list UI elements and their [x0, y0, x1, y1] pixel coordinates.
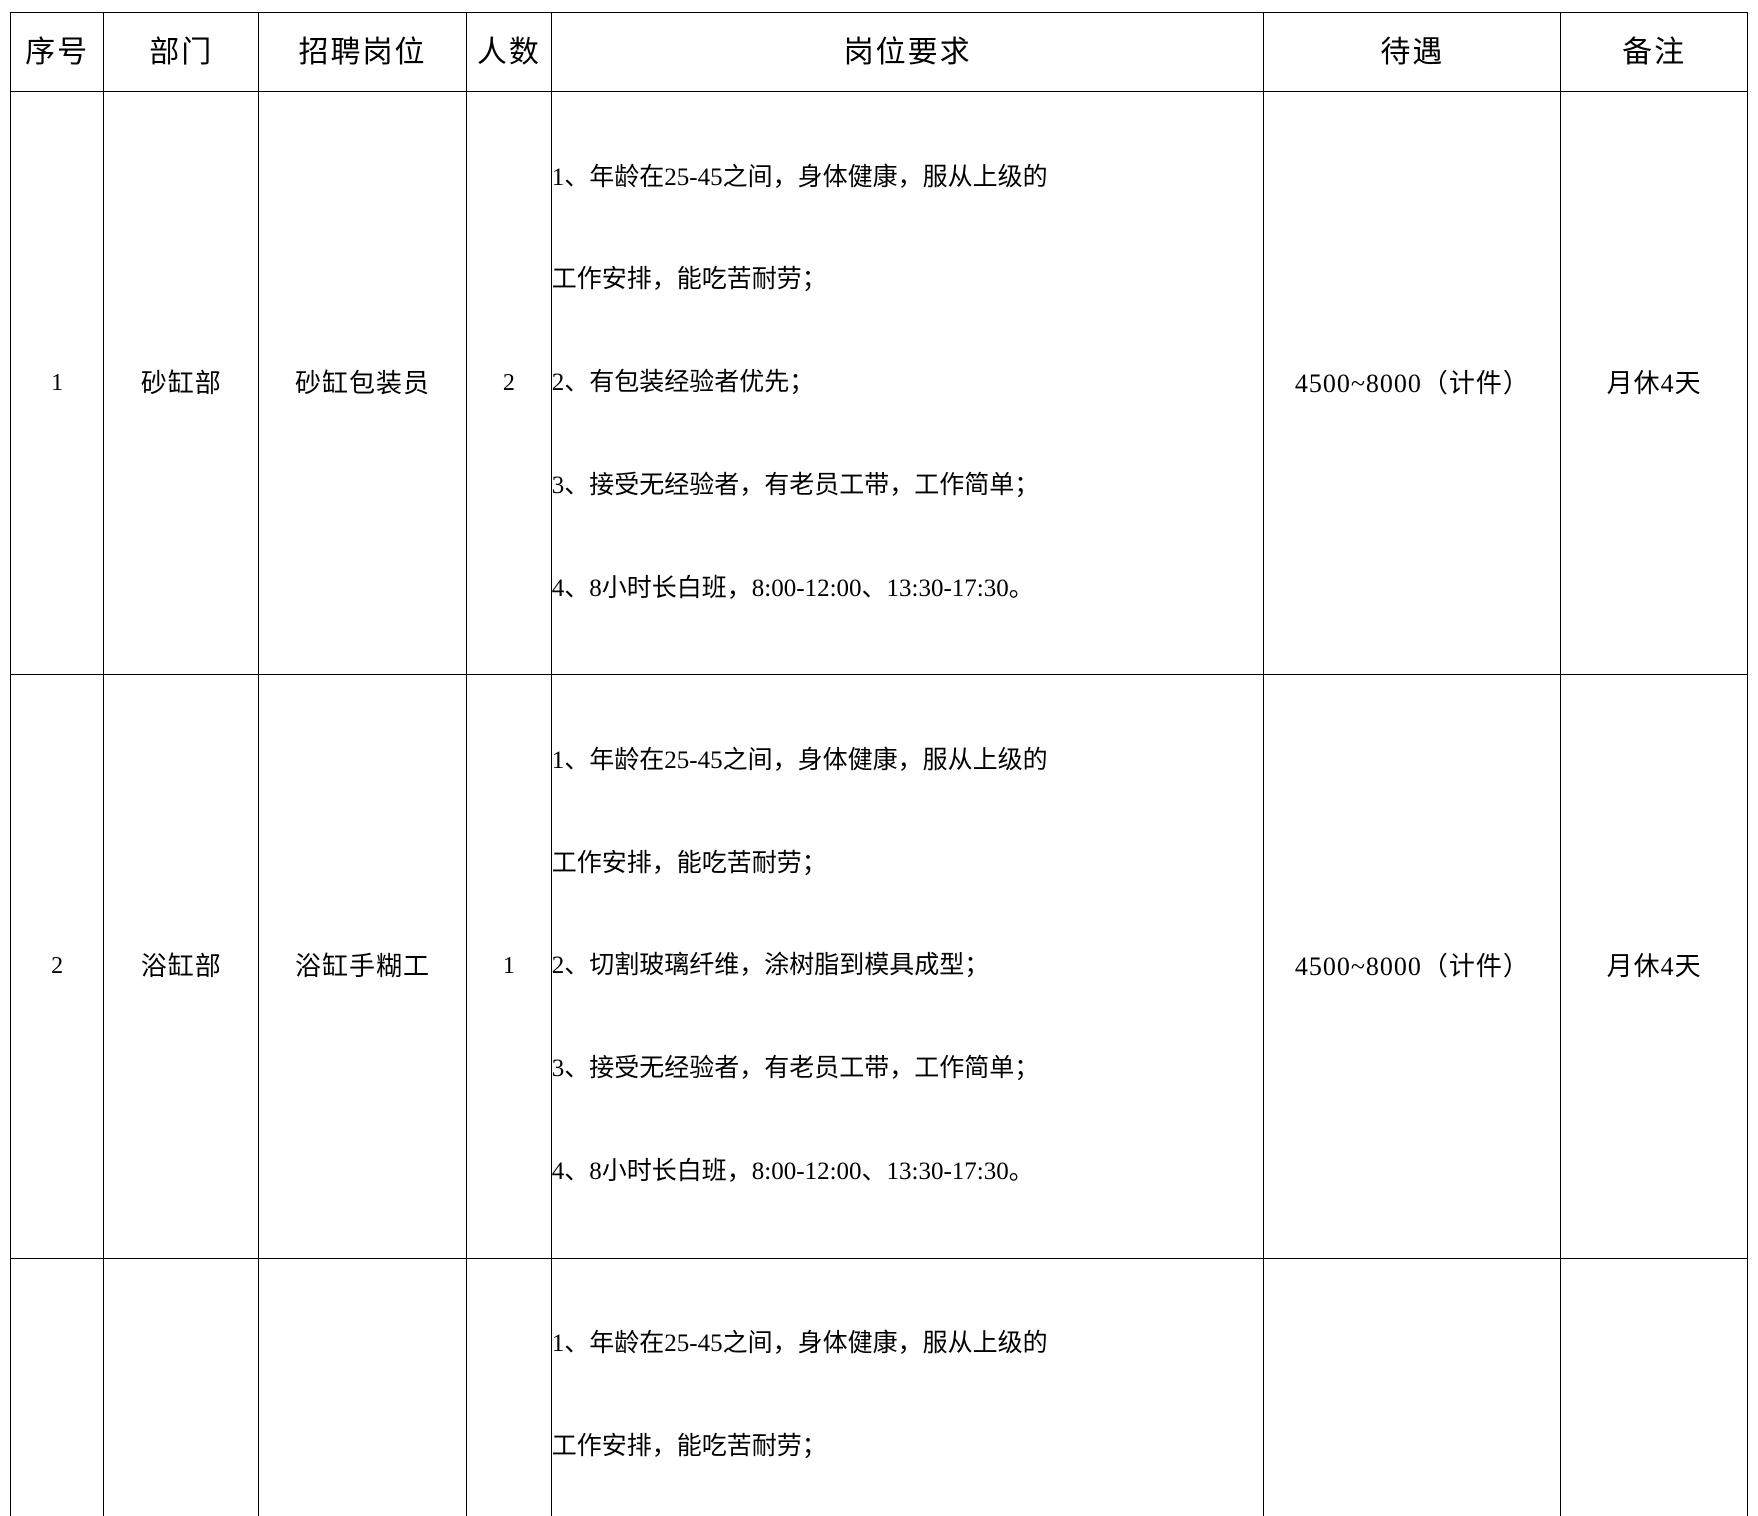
- requirement-line: 4、8小时长白班，8:00-12:00、13:30-17:30。: [552, 572, 1264, 606]
- cell-no: 1: [11, 92, 104, 675]
- column-header-requirements: 岗位要求: [551, 13, 1264, 92]
- cell-department: 仓库: [104, 1258, 259, 1516]
- requirement-line: 3、接受无经验者，有老员工带，工作简单；: [552, 469, 1264, 503]
- column-header-position: 招聘岗位: [259, 13, 467, 92]
- requirement-line: 1、年龄在25-45之间，身体健康，服从上级的: [552, 1327, 1264, 1361]
- cell-salary: 4500（计时）: [1264, 1258, 1561, 1516]
- cell-count: 2: [466, 92, 551, 675]
- recruitment-table: 序号 部门 招聘岗位 人数 岗位要求 待遇 备注 1 砂缸部 砂缸包装员 2 1…: [10, 12, 1748, 1516]
- cell-remarks: 月休4天: [1561, 1258, 1748, 1516]
- cell-salary: 4500~8000（计件）: [1264, 675, 1561, 1258]
- requirement-line: 3、接受无经验者，有老员工带，工作简单；: [552, 1052, 1264, 1086]
- cell-no: 3: [11, 1258, 104, 1516]
- column-header-salary: 待遇: [1264, 13, 1561, 92]
- recruitment-table-sheet: 序号 部门 招聘岗位 人数 岗位要求 待遇 备注 1 砂缸部 砂缸包装员 2 1…: [0, 0, 1758, 758]
- cell-salary: 4500~8000（计件）: [1264, 92, 1561, 675]
- requirement-line: 2、切割玻璃纤维，涂树脂到模具成型；: [552, 949, 1264, 983]
- requirement-line: 工作安排，能吃苦耐劳；: [552, 263, 1264, 297]
- cell-count: 1: [466, 675, 551, 1258]
- cell-position: 搬运工: [259, 1258, 467, 1516]
- requirement-line: 4、8小时长白班，8:00-12:00、13:30-17:30。: [552, 1155, 1264, 1189]
- table-body: 1 砂缸部 砂缸包装员 2 1、年龄在25-45之间，身体健康，服从上级的 工作…: [11, 92, 1748, 1516]
- cell-position: 砂缸包装员: [259, 92, 467, 675]
- cell-position: 浴缸手糊工: [259, 675, 467, 1258]
- cell-no: 2: [11, 675, 104, 1258]
- cell-requirements: 1、年龄在25-45之间，身体健康，服从上级的 工作安排，能吃苦耐劳； 2、切割…: [551, 675, 1264, 1258]
- table-row: 1 砂缸部 砂缸包装员 2 1、年龄在25-45之间，身体健康，服从上级的 工作…: [11, 92, 1748, 675]
- table-header: 序号 部门 招聘岗位 人数 岗位要求 待遇 备注: [11, 13, 1748, 92]
- requirement-line: 1、年龄在25-45之间，身体健康，服从上级的: [552, 161, 1264, 195]
- column-header-dept: 部门: [104, 13, 259, 92]
- table-row: 2 浴缸部 浴缸手糊工 1 1、年龄在25-45之间，身体健康，服从上级的 工作…: [11, 675, 1748, 1258]
- cell-remarks: 月休4天: [1561, 675, 1748, 1258]
- column-header-remarks: 备注: [1561, 13, 1748, 92]
- table-row: 3 仓库 搬运工 1 1、年龄在25-45之间，身体健康，服从上级的 工作安排，…: [11, 1258, 1748, 1516]
- cell-department: 浴缸部: [104, 675, 259, 1258]
- cell-remarks: 月休4天: [1561, 92, 1748, 675]
- requirement-line: 2、有包装经验者优先；: [552, 366, 1264, 400]
- requirement-line: 工作安排，能吃苦耐劳；: [552, 847, 1264, 881]
- header-row: 序号 部门 招聘岗位 人数 岗位要求 待遇 备注: [11, 13, 1748, 92]
- column-header-no: 序号: [11, 13, 104, 92]
- requirement-line: 1、年龄在25-45之间，身体健康，服从上级的: [552, 744, 1264, 778]
- column-header-count: 人数: [466, 13, 551, 92]
- requirement-line: 工作安排，能吃苦耐劳；: [552, 1430, 1264, 1464]
- cell-department: 砂缸部: [104, 92, 259, 675]
- cell-requirements: 1、年龄在25-45之间，身体健康，服从上级的 工作安排，能吃苦耐劳； 2、有包…: [551, 92, 1264, 675]
- cell-requirements: 1、年龄在25-45之间，身体健康，服从上级的 工作安排，能吃苦耐劳； 2、仓库…: [551, 1258, 1264, 1516]
- cell-count: 1: [466, 1258, 551, 1516]
